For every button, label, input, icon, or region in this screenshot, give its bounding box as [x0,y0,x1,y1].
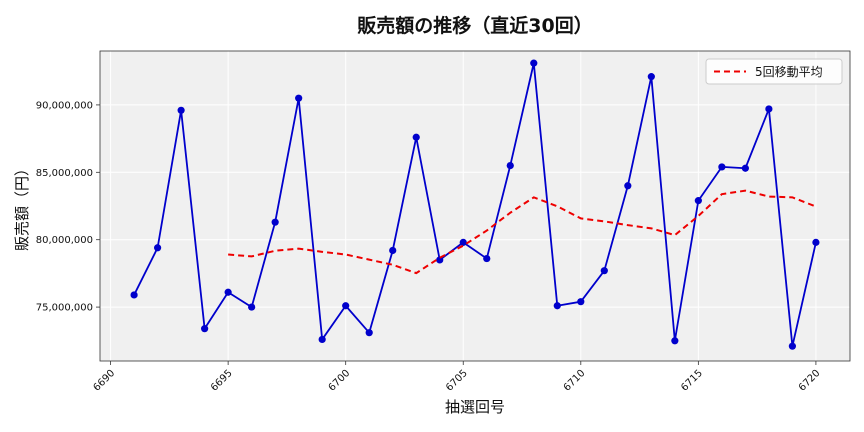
x-tick-label: 6720 [797,368,823,394]
sales-point [553,302,561,310]
x-tick-label: 6715 [679,368,705,394]
sales-point [600,267,608,275]
sales-line [133,62,817,348]
sales-point [741,164,749,172]
sales-point [130,291,138,299]
sales-point [342,302,350,310]
sales-point [436,256,444,264]
x-tick-label: 6700 [327,368,353,394]
sales-point [765,105,773,113]
y-tick-label: 85,000,000 [36,168,93,179]
sales-point [365,329,373,337]
plot-background [100,51,850,361]
sales-point [647,73,655,81]
sales-point [694,197,702,205]
x-tick-label: 6710 [562,368,588,394]
y-axis-label: 販売額（円） [13,161,31,251]
sales-point [506,161,514,170]
sales-point [248,303,256,311]
series-layer [130,59,820,350]
sales-point [201,325,209,333]
sales-point [483,254,491,263]
sales-point [295,94,303,102]
x-axis-label: 抽選回号 [445,398,505,416]
sales-point [577,298,585,306]
sales-point [389,246,397,255]
sales-point [154,244,162,252]
legend-box [705,58,843,85]
sales-point [177,106,185,114]
sales-point [812,238,820,246]
sales-point [624,182,632,190]
plot-frame [99,50,851,362]
y-tick-label: 75,000,000 [36,303,93,314]
y-tick-label: 90,000,000 [36,100,93,111]
sales-point [718,163,726,171]
x-tick-label: 6695 [209,368,235,394]
legend: 5回移動平均 [705,58,843,85]
sales-point [459,238,467,246]
sales-point [412,133,420,141]
sales-point [530,59,538,67]
legend-label-moving-average: 5回移動平均 [755,65,823,79]
sales-point [224,288,232,296]
sales-point [318,335,326,344]
sales-point [788,342,796,350]
sales-point [671,337,679,345]
x-tick-label: 6690 [91,368,117,394]
y-tick-label: 80,000,000 [36,235,93,246]
chart-title: 販売額の推移（直近30回） [357,14,592,37]
sales-point [271,218,279,226]
x-tick-label: 6705 [444,368,470,394]
